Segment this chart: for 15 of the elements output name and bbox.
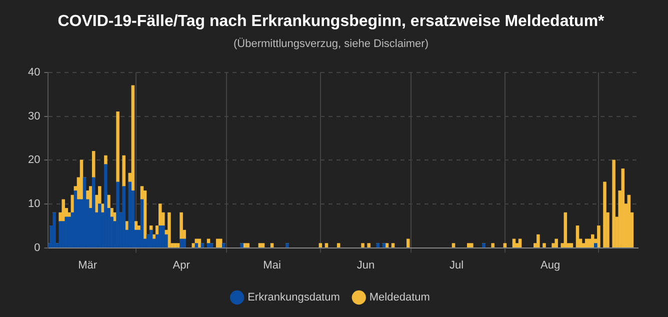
x-tick-label: Mär (78, 259, 98, 272)
legend-label: Erkrankungsdatum (248, 292, 340, 304)
chart-subtitle: (Übermittlungsverzug, siehe Disclaimer) (233, 36, 429, 50)
y-tick-label: 40 (28, 66, 40, 78)
y-tick-label: 30 (28, 110, 40, 122)
x-tick-label: Apr (172, 259, 190, 272)
x-tick-label: Jul (450, 259, 464, 272)
y-tick-label: 0 (34, 242, 40, 254)
y-tick-label: 20 (28, 154, 40, 166)
x-tick-label: Jun (356, 259, 375, 272)
x-tick-label: Aug (540, 259, 560, 272)
y-tick-label: 10 (28, 198, 40, 210)
x-tick-label: Mai (263, 259, 281, 272)
legend-label: Meldedatum (369, 292, 430, 304)
chart-title: COVID-19-Fälle/Tag nach Erkrankungsbeginn, ersatzweise Meldedatum* (58, 13, 606, 30)
